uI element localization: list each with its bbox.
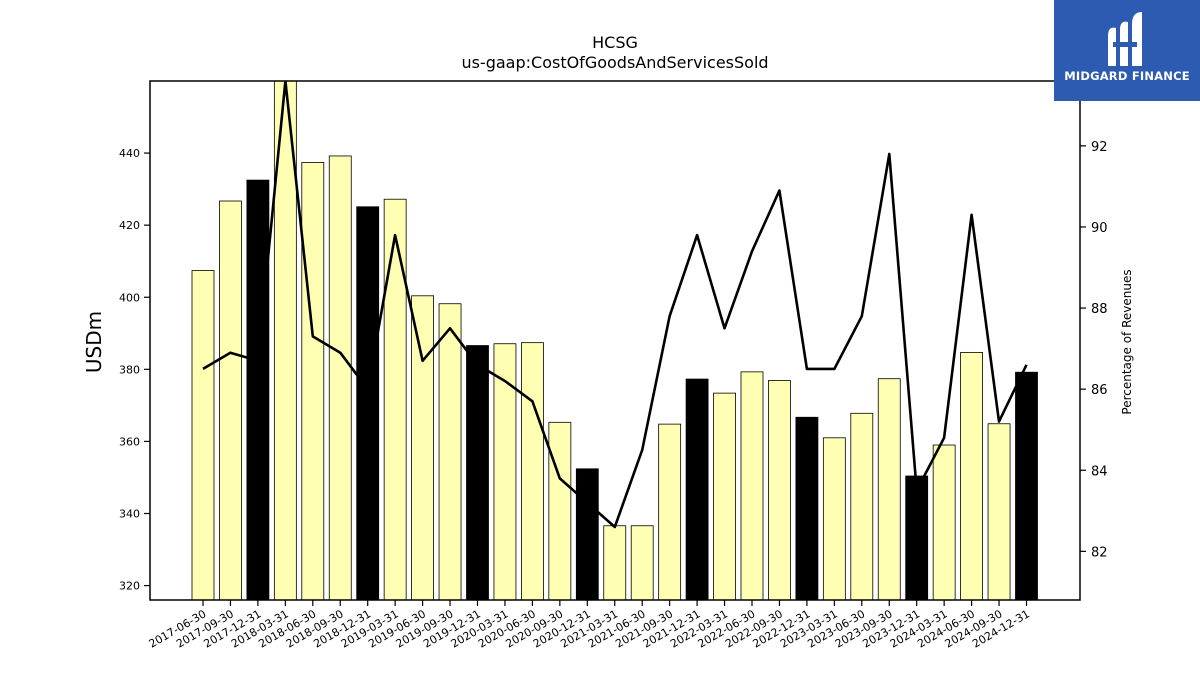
chart-title: HCSG: [592, 33, 638, 52]
y-axis-right: 82 84 86 88 90 92: [1080, 140, 1108, 560]
bar: [383, 198, 407, 600]
bar: [960, 351, 983, 600]
bar: [328, 155, 352, 600]
y2-axis-label: Percentage of Revenues: [1120, 269, 1134, 414]
bar: [713, 392, 736, 600]
bar: [740, 371, 764, 600]
bar: [603, 525, 627, 600]
bar: [273, 81, 297, 600]
y-tick-label: 440: [119, 147, 140, 160]
bar: [493, 343, 517, 600]
bar: [521, 342, 544, 600]
brand-logo: MIDGARD FINANCE: [1054, 0, 1200, 101]
bar: [411, 295, 435, 600]
y2-tick-label: 92: [1091, 140, 1108, 155]
bar: [905, 475, 929, 600]
bar: [219, 200, 242, 600]
bar: [1015, 371, 1038, 600]
y-tick-label: 320: [119, 580, 140, 593]
bar: [191, 270, 215, 600]
bar: [548, 421, 572, 600]
y2-tick-label: 86: [1091, 383, 1108, 398]
y-tick-label: 380: [119, 363, 140, 376]
y-tick-label: 340: [119, 508, 140, 521]
bar: [822, 437, 846, 600]
bar: [575, 468, 599, 600]
y-tick-label: 400: [119, 291, 140, 304]
y2-tick-label: 88: [1091, 302, 1108, 317]
ratio-line: [202, 81, 1028, 529]
bar: [850, 412, 874, 600]
brand-name: MIDGARD FINANCE: [1064, 69, 1190, 83]
y2-tick-label: 82: [1091, 545, 1108, 560]
x-axis: 2017-06-302017-09-302017-12-312018-03-31…: [147, 600, 1032, 651]
y-axis-label: USDm: [82, 311, 106, 373]
y2-tick-label: 84: [1091, 464, 1108, 479]
bar: [685, 378, 709, 600]
bar: [356, 206, 380, 600]
bar: [987, 423, 1011, 600]
logo-mark-icon: [1108, 12, 1142, 66]
bar-series: [191, 81, 1038, 600]
bar: [246, 179, 270, 600]
chart-subtitle: us-gaap:CostOfGoodsAndServicesSold: [461, 53, 768, 72]
y2-tick-label: 90: [1091, 221, 1108, 236]
bar: [932, 444, 956, 600]
bar: [466, 345, 489, 600]
bar: [301, 162, 325, 600]
line-series: [202, 81, 1028, 529]
bar: [438, 303, 462, 600]
bar: [768, 380, 791, 600]
bar: [658, 423, 682, 600]
bar: [630, 525, 654, 600]
y-tick-label: 420: [119, 219, 140, 232]
y-tick-label: 360: [119, 435, 140, 448]
y-axis-left: 320 340 360 380 400 420 440: [119, 147, 150, 593]
bar: [795, 416, 819, 600]
bar: [877, 378, 901, 600]
